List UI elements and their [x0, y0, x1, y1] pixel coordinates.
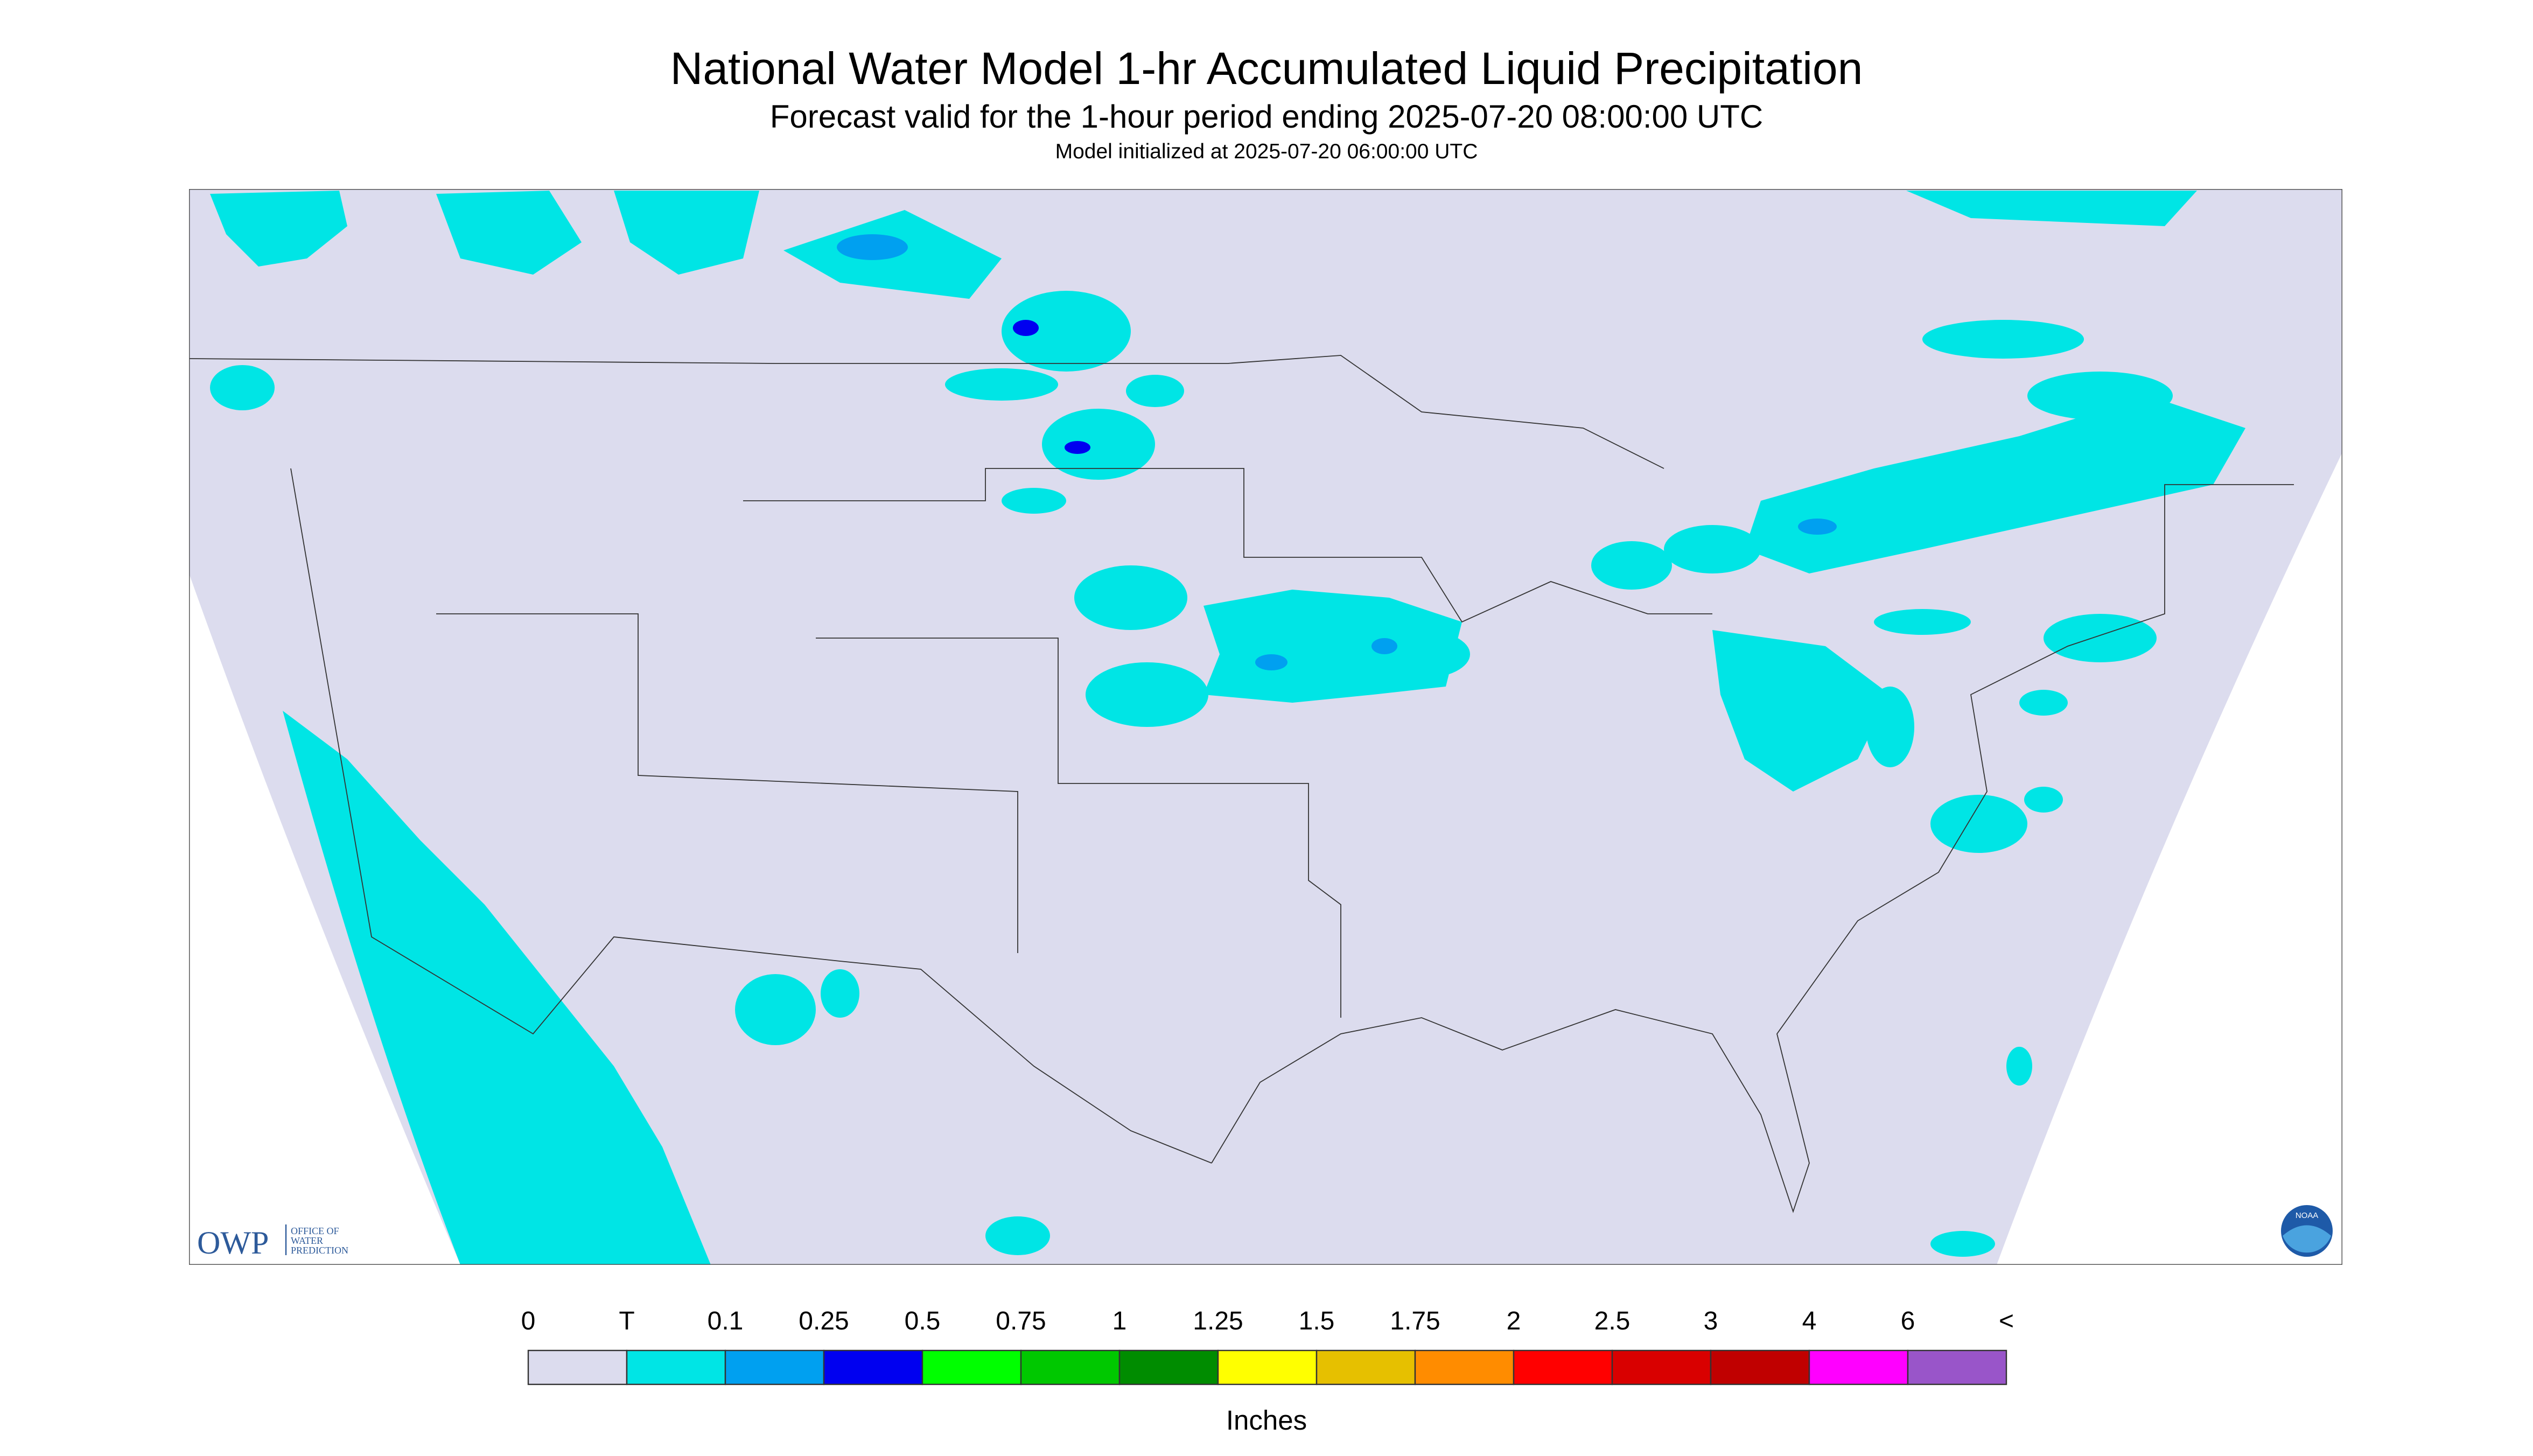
- legend-swatch: [1907, 1349, 2007, 1385]
- legend-swatch: [1118, 1349, 1219, 1385]
- legend-label: 0.75: [996, 1307, 1046, 1335]
- legend-label: T: [619, 1307, 634, 1335]
- subtitle: Forecast valid for the 1-hour period end…: [770, 99, 1763, 135]
- legend-label: 0: [521, 1307, 536, 1335]
- legend-swatch: [1513, 1349, 1613, 1385]
- owp-text: OFFICE OF: [291, 1226, 339, 1236]
- legend-label: <: [1999, 1307, 2014, 1335]
- borders: [189, 355, 2294, 1213]
- owp-logo: OWP: [197, 1225, 269, 1261]
- legend-label: 1.75: [1390, 1307, 1440, 1335]
- legend-swatch: [1611, 1349, 1712, 1385]
- legend-label: 0.1: [708, 1307, 744, 1335]
- legend-swatch: [527, 1349, 628, 1385]
- legend-swatch: [921, 1349, 1022, 1385]
- precipitation: [210, 191, 2245, 1265]
- legend-label: 1: [1112, 1307, 1127, 1335]
- legend-swatch: [823, 1349, 923, 1385]
- legend-swatch: [1217, 1349, 1318, 1385]
- title: National Water Model 1-hr Accumulated Li…: [670, 43, 1863, 94]
- init-time: Model initialized at 2025-07-20 06:00:00…: [1055, 140, 1478, 163]
- legend-label: 4: [1802, 1307, 1817, 1335]
- legend-swatch: [1316, 1349, 1416, 1385]
- legend-label: 0.25: [799, 1307, 849, 1335]
- noaa-text: NOAA: [2296, 1211, 2319, 1220]
- legend-label: 2: [1507, 1307, 1521, 1335]
- legend-label: 3: [1704, 1307, 1718, 1335]
- legend-swatch: [1710, 1349, 1810, 1385]
- legend-swatch: [1414, 1349, 1515, 1385]
- legend-swatch: [626, 1349, 726, 1385]
- legend-label: 6: [1901, 1307, 1915, 1335]
- legend-label: 1.5: [1299, 1307, 1335, 1335]
- legend-units: Inches: [1226, 1405, 1307, 1436]
- legend: 0 T 0.1 0.25 0.5 0.75 1 1.25 1.5 1.75 2 2.5 3 4 6 <: [521, 1307, 2014, 1385]
- owp-text: PREDICTION: [291, 1245, 348, 1256]
- noaa-logo-wave: [2283, 1225, 2331, 1253]
- legend-swatch: [724, 1349, 825, 1385]
- legend-swatch: [1020, 1349, 1121, 1385]
- legend-label: 1.25: [1193, 1307, 1243, 1335]
- owp-text: WATER: [291, 1235, 323, 1246]
- legend-label: 0.5: [905, 1307, 941, 1335]
- content: National Water Model 1-hr Accumulated Li…: [189, 43, 2342, 1436]
- legend-swatch: [1808, 1349, 1909, 1385]
- legend-label: 2.5: [1594, 1307, 1631, 1335]
- map: [189, 189, 2342, 1265]
